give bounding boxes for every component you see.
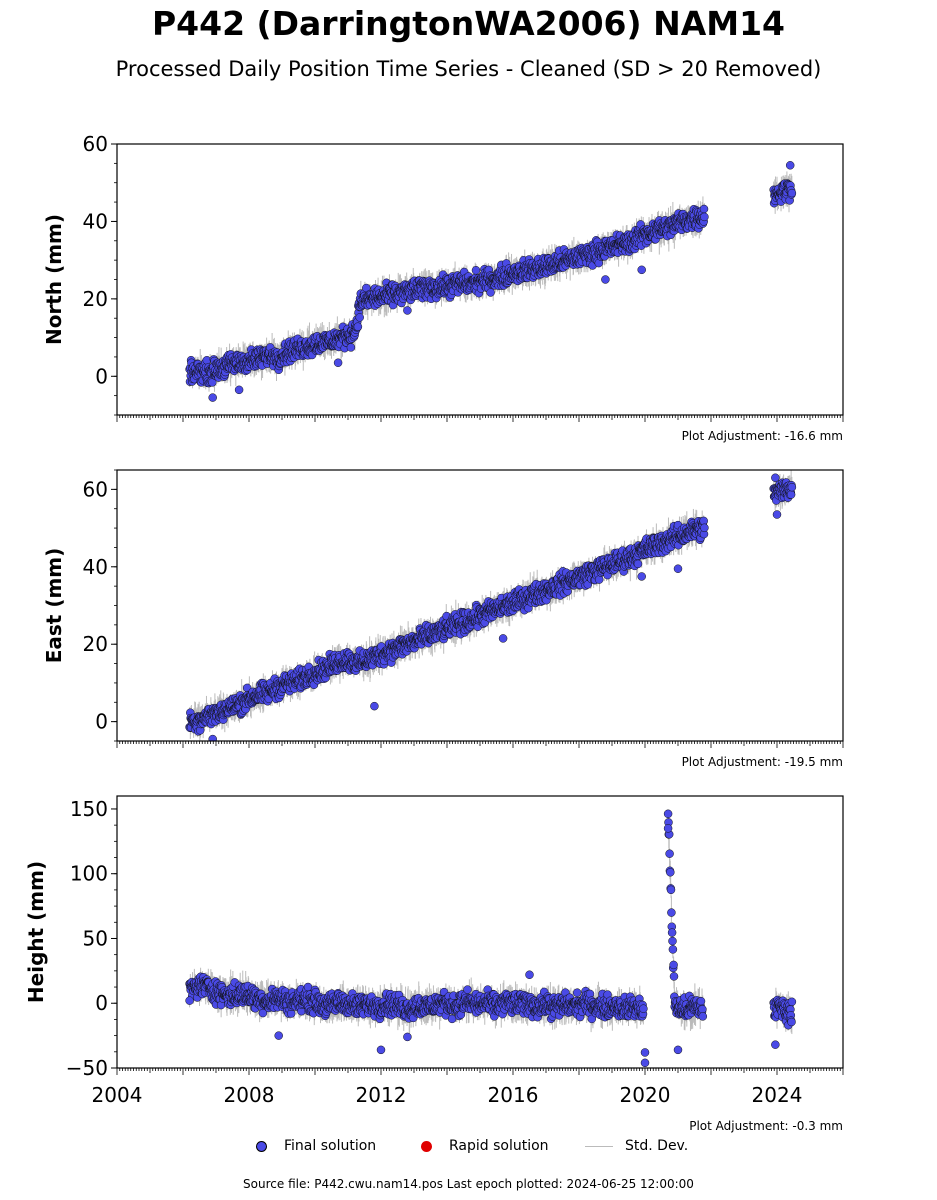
y-tick-label: 60 — [83, 132, 108, 156]
chart-svg: 0 20 40 60 North (mm) Plot Adjustment: -16.6 … — [24, 132, 844, 1133]
final-solution-point — [486, 288, 495, 297]
final-solution-point — [785, 161, 795, 170]
y-tick-label: 20 — [83, 287, 108, 311]
final-solution-point — [403, 306, 412, 315]
final-solution-point — [700, 212, 709, 222]
chart-subtitle: Processed Daily Position Time Series - C… — [115, 57, 822, 81]
final-solution-point — [787, 188, 797, 198]
y-tick-label: 40 — [83, 209, 108, 233]
final-solution-point — [699, 204, 709, 214]
final-solution-point — [471, 266, 481, 275]
final-solution-point — [333, 358, 343, 367]
final-solution-point — [601, 275, 610, 284]
plot-adjustment-label: Plot Adjustment: -16.6 mm — [682, 429, 843, 443]
panel-0: 0 20 40 60 North (mm) Plot Adjustment: -16.6 … — [42, 132, 844, 443]
plot-area — [185, 161, 797, 402]
plot-area — [185, 470, 797, 741]
final-solution-point — [234, 385, 244, 395]
final-solution-point — [353, 322, 363, 331]
final-solution-point — [346, 343, 356, 352]
final-solution-point — [208, 393, 217, 402]
y-axis-label: North (mm) — [42, 214, 66, 345]
chart-title: P442 (DarringtonWA2006) NAM14 — [151, 4, 785, 43]
final-solution-point — [355, 313, 364, 322]
y-tick-label: 0 — [95, 364, 108, 388]
final-solution-point — [637, 265, 646, 275]
